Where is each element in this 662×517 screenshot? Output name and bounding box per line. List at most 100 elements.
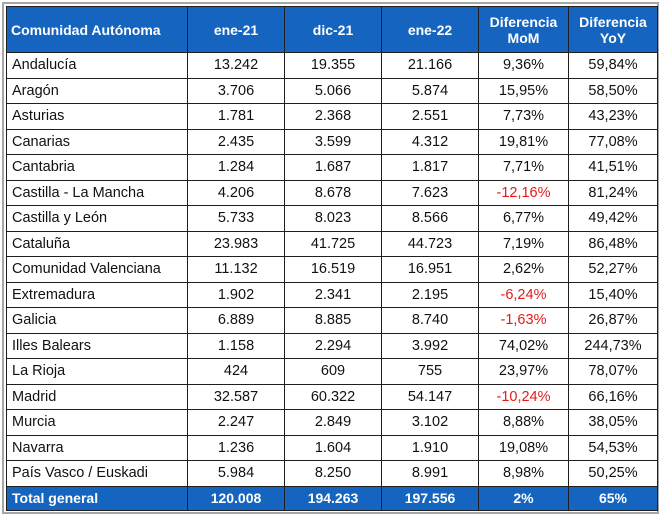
cell-comunidad: Castilla - La Mancha [6, 179, 188, 206]
header-ene-22: ene-22 [381, 6, 479, 53]
cell-dic-21: 1.604 [284, 434, 382, 461]
cell-dic-21: 8.885 [284, 307, 382, 334]
cell-ene-21: 5.733 [187, 205, 285, 232]
total-ene-22: 197.556 [381, 485, 479, 511]
total-ene-21: 120.008 [187, 485, 285, 511]
cell-dic-21: 60.322 [284, 383, 382, 410]
header-ene-21: ene-21 [187, 6, 285, 53]
table-row: Cataluña 23.983 41.725 44.723 7,19% 86,48% [6, 230, 658, 257]
cell-mom: 9,36% [478, 52, 569, 79]
cell-yoy: 54,53% [568, 434, 658, 461]
cell-mom: 7,71% [478, 154, 569, 181]
cell-dic-21: 2.368 [284, 103, 382, 130]
cell-ene-21: 1.902 [187, 281, 285, 308]
cell-yoy: 244,73% [568, 332, 658, 359]
table-row: Castilla - La Mancha 4.206 8.678 7.623 -12,1… [6, 179, 658, 206]
cell-ene-22: 3.992 [381, 332, 479, 359]
cell-comunidad: Cantabria [6, 154, 188, 181]
cell-comunidad: Andalucía [6, 52, 188, 79]
cell-mom: -10,24% [478, 383, 569, 410]
cell-mom: 19,08% [478, 434, 569, 461]
cell-mom: -6,24% [478, 281, 569, 308]
cell-mom: 7,19% [478, 230, 569, 257]
table-row: Galicia 6.889 8.885 8.740 -1,63% 26,87% [6, 307, 658, 334]
data-table: Comunidad Autónoma ene-21 dic-21 ene-22 … [6, 6, 658, 511]
table-row: Comunidad Valenciana 11.132 16.519 16.951 2,… [6, 256, 658, 283]
table-row: Extremadura 1.902 2.341 2.195 -6,24% 15,40% [6, 281, 658, 308]
cell-mom: 8,98% [478, 460, 569, 487]
cell-dic-21: 19.355 [284, 52, 382, 79]
cell-yoy: 66,16% [568, 383, 658, 410]
cell-comunidad: Navarra [6, 434, 188, 461]
cell-comunidad: Extremadura [6, 281, 188, 308]
total-dic-21: 194.263 [284, 485, 382, 511]
cell-comunidad: País Vasco / Euskadi [6, 460, 188, 487]
cell-mom: 15,95% [478, 77, 569, 104]
cell-ene-22: 8.740 [381, 307, 479, 334]
cell-comunidad: Asturias [6, 103, 188, 130]
cell-comunidad: Aragón [6, 77, 188, 104]
cell-ene-22: 8.566 [381, 205, 479, 232]
cell-dic-21: 5.066 [284, 77, 382, 104]
header-comunidad: Comunidad Autónoma [6, 6, 188, 53]
cell-yoy: 15,40% [568, 281, 658, 308]
cell-ene-22: 54.147 [381, 383, 479, 410]
cell-ene-22: 3.102 [381, 409, 479, 436]
table-row: Illes Balears 1.158 2.294 3.992 74,02% 244,73… [6, 332, 658, 359]
cell-ene-22: 2.195 [381, 281, 479, 308]
cell-ene-22: 16.951 [381, 256, 479, 283]
cell-comunidad: Galicia [6, 307, 188, 334]
cell-ene-21: 2.435 [187, 128, 285, 155]
cell-dic-21: 1.687 [284, 154, 382, 181]
cell-mom: 8,88% [478, 409, 569, 436]
cell-mom: 23,97% [478, 358, 569, 385]
cell-dic-21: 8.678 [284, 179, 382, 206]
cell-yoy: 50,25% [568, 460, 658, 487]
cell-dic-21: 8.023 [284, 205, 382, 232]
cell-ene-21: 1.781 [187, 103, 285, 130]
cell-ene-21: 1.284 [187, 154, 285, 181]
table-row: Navarra 1.236 1.604 1.910 19,08% 54,53% [6, 434, 658, 461]
cell-ene-22: 44.723 [381, 230, 479, 257]
cell-dic-21: 2.294 [284, 332, 382, 359]
cell-comunidad: Comunidad Valenciana [6, 256, 188, 283]
cell-ene-22: 2.551 [381, 103, 479, 130]
cell-mom: -12,16% [478, 179, 569, 206]
cell-comunidad: Castilla y León [6, 205, 188, 232]
cell-yoy: 41,51% [568, 154, 658, 181]
table-row: Castilla y León 5.733 8.023 8.566 6,77% 49,42… [6, 205, 658, 232]
cell-yoy: 86,48% [568, 230, 658, 257]
cell-comunidad: Canarias [6, 128, 188, 155]
header-diferencia-mom: Diferencia MoM [478, 6, 569, 53]
cell-ene-21: 5.984 [187, 460, 285, 487]
cell-dic-21: 3.599 [284, 128, 382, 155]
cell-dic-21: 8.250 [284, 460, 382, 487]
cell-mom: 74,02% [478, 332, 569, 359]
cell-ene-21: 2.247 [187, 409, 285, 436]
cell-dic-21: 16.519 [284, 256, 382, 283]
cell-comunidad: Murcia [6, 409, 188, 436]
cell-ene-21: 6.889 [187, 307, 285, 334]
cell-comunidad: Madrid [6, 383, 188, 410]
cell-ene-22: 8.991 [381, 460, 479, 487]
header-diferencia-yoy: Diferencia YoY [568, 6, 658, 53]
table-row: Madrid 32.587 60.322 54.147 -10,24% 66,16% [6, 383, 658, 410]
cell-comunidad: La Rioja [6, 358, 188, 385]
cell-yoy: 52,27% [568, 256, 658, 283]
cell-ene-21: 13.242 [187, 52, 285, 79]
cell-yoy: 58,50% [568, 77, 658, 104]
header-dic-21: dic-21 [284, 6, 382, 53]
cell-yoy: 26,87% [568, 307, 658, 334]
cell-yoy: 81,24% [568, 179, 658, 206]
cell-mom: -1,63% [478, 307, 569, 334]
table-row: Andalucía 13.242 19.355 21.166 9,36% 59,84% [6, 52, 658, 79]
table-row: País Vasco / Euskadi 5.984 8.250 8.991 8,98%… [6, 460, 658, 487]
total-row: Total general 120.008 194.263 197.556 2%… [6, 485, 658, 511]
cell-ene-22: 1.910 [381, 434, 479, 461]
cell-ene-22: 755 [381, 358, 479, 385]
cell-ene-21: 32.587 [187, 383, 285, 410]
cell-yoy: 78,07% [568, 358, 658, 385]
table-row: Aragón 3.706 5.066 5.874 15,95% 58,50% [6, 77, 658, 104]
cell-yoy: 77,08% [568, 128, 658, 155]
